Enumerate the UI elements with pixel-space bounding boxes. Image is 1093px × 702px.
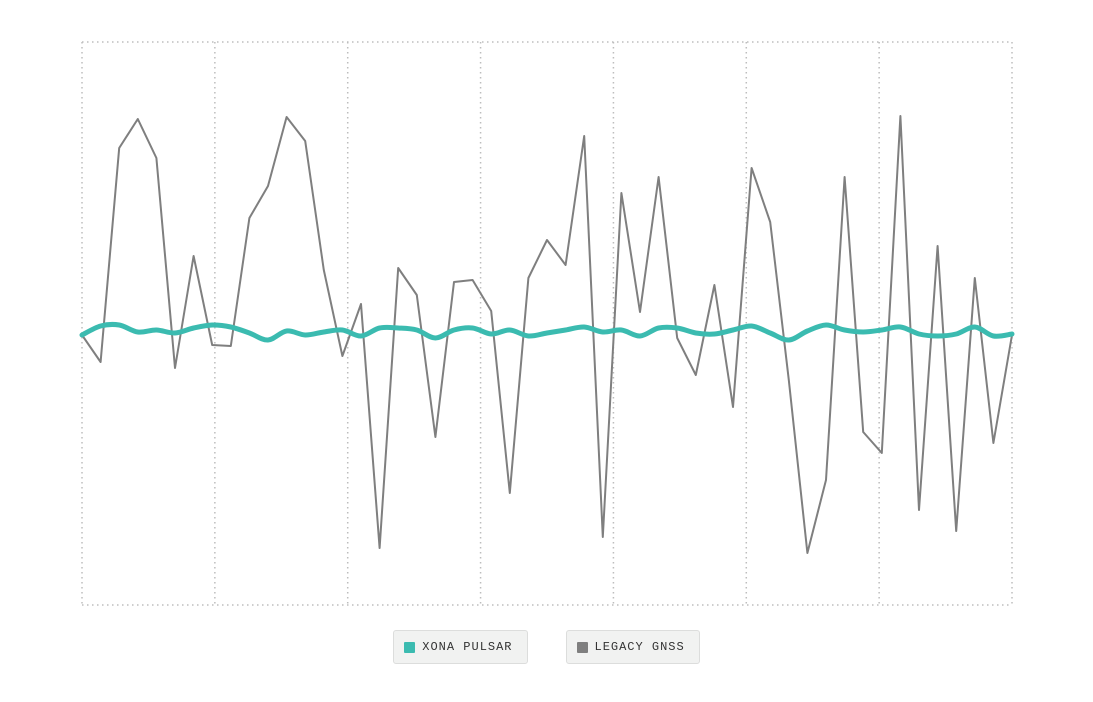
legend-item[interactable]: XONA PULSAR — [393, 630, 528, 664]
legend-swatch — [404, 641, 416, 653]
legend-label: LEGACY GNSS — [594, 640, 685, 654]
legend-swatch — [576, 641, 588, 653]
legend-item[interactable]: LEGACY GNSS — [565, 630, 700, 664]
line-legacy — [81, 115, 1013, 554]
legend: XONA PULSAR LEGACY GNSS — [0, 630, 1093, 664]
line-xona — [79, 321, 1015, 343]
legend-label: XONA PULSAR — [422, 640, 513, 654]
chart — [79, 41, 1015, 606]
